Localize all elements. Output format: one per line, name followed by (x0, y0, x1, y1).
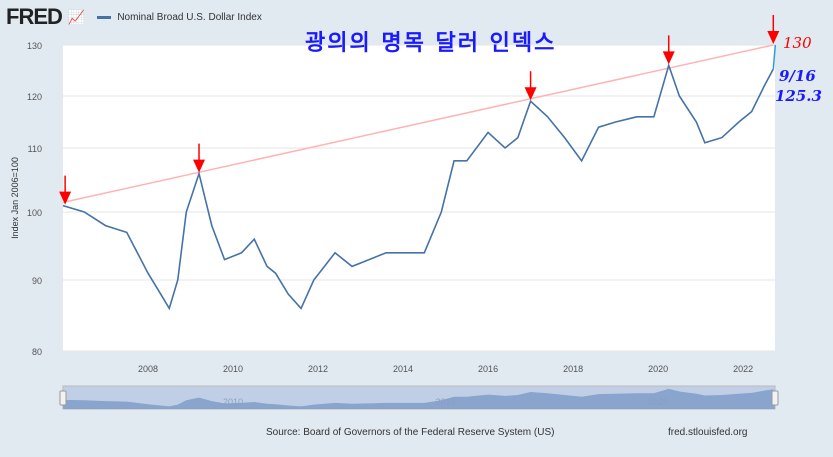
legend-swatch (97, 15, 112, 19)
y-tick-label: 100 (27, 208, 42, 218)
navigator-series (63, 388, 775, 409)
red-arrow-head (524, 87, 537, 101)
x-tick-label: 2010 (223, 364, 243, 374)
x-tick-label: 2020 (648, 364, 668, 374)
fred-logo: FRED (6, 4, 63, 29)
x-tick-label: 2018 (563, 364, 583, 374)
legend-label: Nominal Broad U.S. Dollar Index (117, 11, 262, 23)
value-label: 125.3 (775, 87, 822, 105)
source-text: Source: Board of Governors of the Federa… (266, 427, 555, 438)
y-tick-label: 80 (32, 347, 42, 357)
red-arrow-head (662, 51, 675, 65)
y-tick-label: 90 (32, 276, 42, 286)
x-tick-label: 2014 (393, 364, 413, 374)
navigator-handle[interactable] (771, 390, 779, 406)
y-axis-label: Index Jan 2006=100 (10, 157, 20, 239)
x-tick-label: 2016 (478, 364, 498, 374)
navigator-tick: 2020 (648, 397, 668, 407)
x-tick-label: 2012 (308, 364, 328, 374)
projection-line (772, 44, 777, 70)
target-label: 130 (783, 34, 812, 52)
trend-line (62, 44, 774, 204)
fred-url[interactable]: fred.stlouisfed.org (668, 427, 748, 438)
chart-icon: 📈 (67, 8, 86, 25)
y-tick-label: 130 (27, 41, 42, 51)
red-arrow-head (767, 31, 780, 44)
navigator[interactable]: 2010 2015 2020 (59, 385, 779, 410)
navigator-tick: 2010 (223, 397, 243, 407)
y-tick-label: 110 (28, 144, 42, 154)
header: FRED 📈 Nominal Broad U.S. Dollar Index (6, 4, 262, 30)
red-arrow-head (59, 191, 72, 205)
navigator-handle[interactable] (59, 390, 67, 406)
x-tick-label: 2022 (733, 364, 753, 374)
series-line (62, 62, 775, 311)
y-tick-label: 120 (27, 92, 42, 102)
red-arrow-head (193, 159, 206, 173)
x-tick-label: 2008 (138, 364, 158, 374)
navigator-tick: 2015 (436, 397, 456, 407)
annotation-title: 광의의 명목 달러 인덱스 (305, 30, 557, 56)
date-label: 9/16 (779, 67, 816, 85)
